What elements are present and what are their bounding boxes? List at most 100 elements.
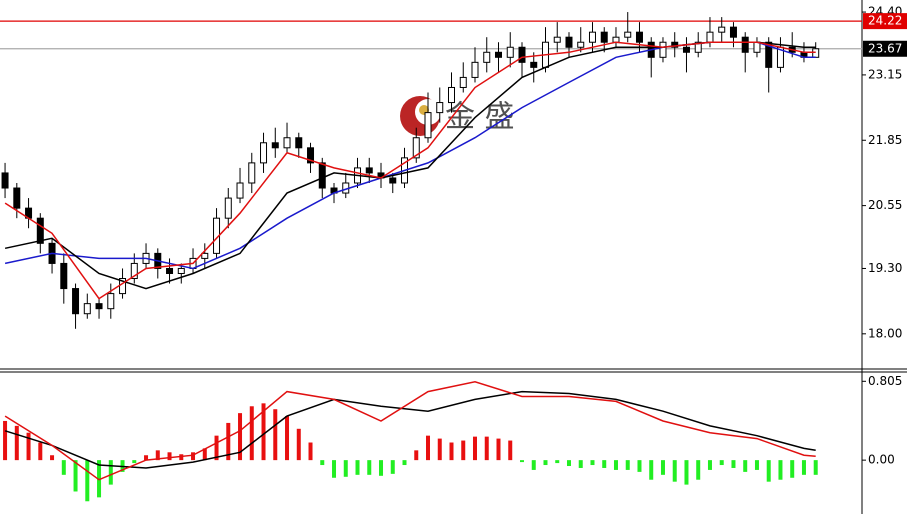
candle-body (471, 61, 479, 78)
y-tick-label: 0.00 (868, 453, 895, 467)
candle-body (248, 162, 256, 184)
histogram-bar (672, 460, 677, 482)
histogram-bar (649, 460, 654, 480)
histogram-bar (343, 460, 348, 477)
candle-body (659, 41, 667, 58)
histogram-bar (249, 406, 254, 461)
candle-body (483, 51, 491, 63)
price-label-box (863, 40, 907, 57)
histogram-bar (85, 460, 90, 502)
candle-body (224, 197, 232, 219)
candle-body (72, 288, 80, 315)
histogram-bar (273, 409, 278, 461)
candle-body (271, 142, 279, 149)
candle-body (530, 61, 538, 68)
histogram-bar (743, 460, 748, 472)
candle-body (36, 217, 44, 244)
histogram-bar (238, 413, 243, 461)
candle-body (412, 137, 420, 159)
histogram-bar (355, 460, 360, 475)
candle-body (565, 36, 573, 48)
y-tick-label: 21.85 (868, 133, 902, 147)
candle-body (741, 36, 749, 53)
histogram-bar (402, 460, 407, 466)
candle-body (283, 137, 291, 149)
candle-body (635, 31, 643, 43)
histogram-bar (108, 460, 113, 485)
histogram-bar (179, 454, 184, 461)
candle-body (130, 262, 138, 280)
histogram-bar (226, 422, 231, 461)
price-label: 24.22 (868, 14, 902, 28)
candle-body (706, 31, 714, 43)
histogram-bar (602, 460, 607, 468)
histogram-bar (38, 442, 43, 461)
histogram-bar (813, 460, 818, 475)
candle-body (765, 41, 773, 68)
histogram-bar (472, 436, 477, 461)
candle-body (436, 102, 444, 114)
histogram-bar (778, 460, 783, 480)
histogram-bar (167, 452, 172, 461)
histogram-bar (707, 460, 712, 470)
histogram-bar (696, 460, 701, 480)
candle-body (459, 76, 467, 88)
indicator-line (4, 41, 816, 300)
histogram-bar (61, 460, 66, 475)
y-tick-label: 23.15 (868, 67, 902, 81)
candle-body (177, 267, 185, 274)
candle-body (166, 267, 174, 274)
histogram-bar (766, 460, 771, 482)
candle-body (260, 142, 268, 164)
histogram-bar (191, 452, 196, 461)
candle-body (588, 31, 596, 43)
histogram-bar (97, 460, 102, 498)
candle-body (718, 26, 726, 33)
histogram-bar (461, 440, 466, 461)
histogram-bar (73, 460, 78, 492)
histogram-bar (367, 460, 372, 475)
candle-body (1, 172, 9, 189)
histogram-bar (50, 455, 55, 461)
price-label-box (863, 13, 907, 30)
y-tick-label: 19.30 (868, 261, 902, 275)
histogram-bar (566, 460, 571, 467)
histogram-bar (426, 435, 431, 461)
histogram-bar (531, 460, 536, 470)
candle-body (506, 46, 514, 58)
histogram-bar (637, 460, 642, 472)
candle-body (295, 137, 303, 149)
candle-body (682, 46, 690, 53)
candle-body (671, 41, 679, 48)
candle-body (83, 303, 91, 315)
candle-body (553, 36, 561, 43)
histogram-bar (519, 460, 524, 463)
histogram-bar (719, 460, 724, 466)
histogram-bar (484, 436, 489, 461)
histogram-bar (332, 460, 337, 478)
candle-body (577, 41, 585, 48)
histogram-bar (613, 460, 618, 470)
histogram-bar (261, 403, 266, 461)
candle-body (60, 262, 68, 290)
histogram-bar (790, 460, 795, 478)
histogram-bar (3, 420, 8, 461)
histogram-bar (754, 460, 759, 470)
histogram-bar (14, 425, 19, 461)
histogram-bar (437, 438, 442, 461)
histogram-bar (379, 460, 384, 476)
histogram-bar (684, 460, 689, 485)
price-label: 23.67 (868, 41, 902, 55)
candle-body (424, 112, 432, 139)
candle-body (201, 252, 209, 259)
histogram-bar (496, 438, 501, 461)
histogram-bar (132, 460, 137, 464)
histogram-bar (731, 460, 736, 468)
histogram-bar (508, 440, 513, 461)
y-tick-label: 0.805 (868, 374, 902, 388)
candle-body (600, 31, 608, 43)
candle-body (107, 293, 115, 310)
candle-body (236, 182, 244, 199)
